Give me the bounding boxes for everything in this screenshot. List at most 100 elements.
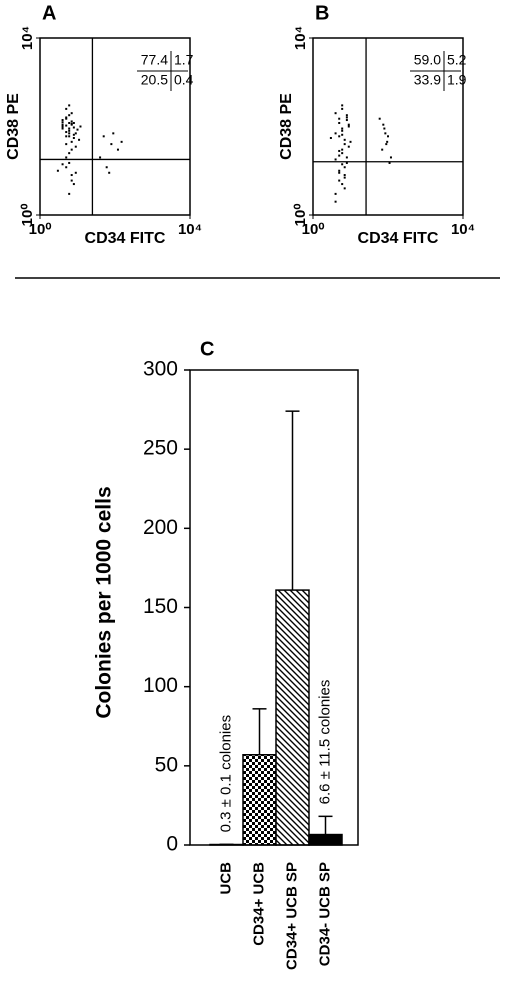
value-label: 0.3 ± 0.1 colonies: [217, 715, 234, 832]
plot-frame: [312, 37, 464, 216]
y-tick-label: 0: [166, 833, 178, 856]
y-tick-label: 10⁴: [292, 26, 309, 50]
dot: [334, 132, 337, 135]
dot: [65, 156, 68, 159]
bar: [275, 589, 310, 846]
y-axis-label: Colonies per 1000 cells: [93, 486, 116, 718]
y-tick-label: 10⁰: [292, 204, 309, 227]
dot: [102, 135, 105, 138]
dot: [65, 107, 68, 110]
dot: [72, 136, 75, 139]
dot: [70, 112, 73, 115]
dot: [345, 161, 348, 164]
dot: [68, 132, 71, 135]
dot: [108, 171, 111, 174]
panel-label: B: [315, 2, 329, 24]
y-tick-label: 10⁴: [19, 26, 36, 50]
dot: [68, 114, 71, 117]
dot: [68, 104, 71, 107]
dot: [341, 163, 344, 166]
dot: [65, 166, 68, 169]
dot: [70, 179, 73, 182]
y-tick-label: 10⁰: [19, 204, 36, 227]
dot: [70, 140, 73, 143]
dot: [389, 156, 392, 159]
dot: [341, 183, 344, 186]
dot: [99, 156, 102, 159]
dot: [343, 187, 346, 190]
dot: [343, 166, 346, 169]
dot: [345, 156, 348, 159]
dot: [70, 122, 73, 125]
dot: [61, 125, 64, 128]
dot: [338, 179, 341, 182]
x-tick-label: CD34- UCB SP: [316, 862, 333, 966]
dot: [70, 120, 73, 123]
dot: [383, 127, 386, 130]
plot-frame: [39, 37, 191, 216]
y-axis-label: CD38 PE: [278, 93, 295, 160]
dot: [72, 133, 75, 136]
dot: [341, 127, 344, 130]
dot: [65, 116, 68, 119]
dot: [343, 174, 346, 177]
dot: [56, 169, 59, 172]
quadrant-percent: 5.2: [447, 52, 467, 68]
dot: [345, 114, 348, 117]
quadrant-percent: 0.4: [174, 72, 194, 88]
dot: [65, 117, 68, 120]
dot: [68, 152, 71, 155]
dot: [341, 104, 344, 107]
x-axis-label: CD34 FITC: [358, 230, 439, 247]
dot: [68, 192, 71, 195]
y-tick-label: 200: [143, 516, 178, 539]
dot: [385, 143, 388, 146]
dot: [347, 125, 350, 128]
dot: [110, 143, 113, 146]
dot: [338, 154, 341, 157]
dot: [65, 131, 68, 134]
dot: [349, 140, 352, 143]
quadrant-percent: 59.0: [414, 52, 441, 68]
dot: [70, 174, 73, 177]
quadrant-percent: 20.5: [141, 72, 168, 88]
dot: [65, 143, 68, 146]
y-tick-label: 100: [143, 674, 178, 697]
dot: [74, 171, 77, 174]
dot: [329, 136, 332, 139]
panel-label: C: [200, 338, 214, 360]
x-tick-label: 10⁴: [178, 221, 202, 238]
dot: [338, 117, 341, 120]
dot: [76, 128, 79, 131]
dot: [68, 161, 71, 164]
y-tick-label: 250: [143, 437, 178, 460]
dot: [65, 124, 68, 127]
dot: [116, 148, 119, 151]
dot: [72, 126, 75, 129]
dot: [384, 132, 387, 135]
dot: [386, 140, 389, 143]
x-tick-label: 10⁰: [29, 221, 52, 238]
dot: [388, 161, 391, 164]
dot: [382, 123, 385, 126]
dot: [381, 148, 384, 151]
dot: [345, 116, 348, 119]
dot: [343, 176, 346, 179]
dot: [72, 121, 75, 124]
dot: [378, 117, 381, 120]
value-label: 6.6 ± 11.5 colonies: [316, 680, 333, 805]
dot: [61, 123, 64, 126]
dot: [338, 135, 341, 138]
dot: [334, 112, 337, 115]
dot: [343, 143, 346, 146]
x-tick-label: 10⁰: [302, 221, 325, 238]
dot: [68, 135, 71, 138]
dot: [338, 121, 341, 124]
dot: [338, 171, 341, 174]
dot: [347, 145, 350, 148]
x-axis-label: CD34 FITC: [85, 230, 166, 247]
dot: [68, 121, 71, 124]
quadrant-percent: 33.9: [414, 72, 441, 88]
bar: [242, 754, 277, 846]
